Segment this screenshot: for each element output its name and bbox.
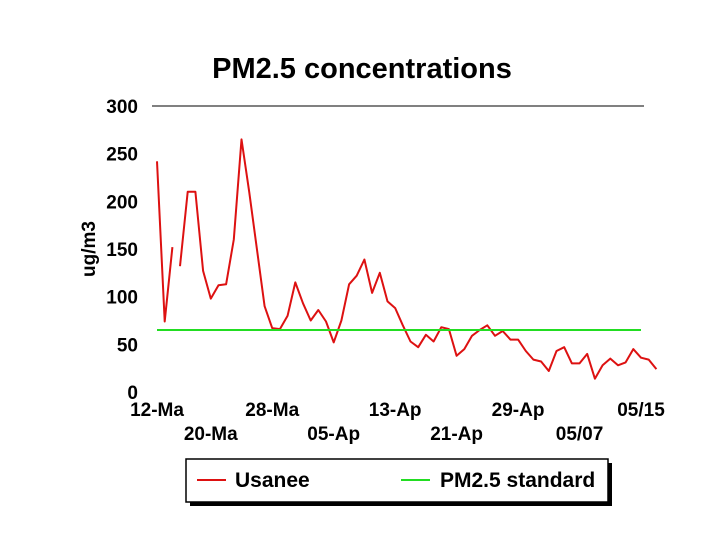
legend: Usanee PM2.5 standard xyxy=(185,458,612,506)
x-tick-label: 05/15 xyxy=(617,400,665,421)
series-line-usanee xyxy=(179,138,658,380)
y-tick-label: 300 xyxy=(106,97,138,118)
x-tick-label: 05-Ap xyxy=(307,424,360,445)
x-tick-label: 28-Ma xyxy=(245,400,299,421)
y-tick-label: 50 xyxy=(117,335,138,356)
legend-box-shadow-bottom xyxy=(190,502,612,506)
y-axis-label: ug/m3 xyxy=(79,221,100,277)
legend-label-pm25-standard: PM2.5 standard xyxy=(440,469,595,492)
y-tick-label: 0 xyxy=(127,383,138,404)
x-tick-label: 05/07 xyxy=(556,424,604,445)
y-tick-label: 250 xyxy=(106,145,138,166)
series-line-usanee xyxy=(156,161,174,323)
x-tick-label: 21-Ap xyxy=(430,424,483,445)
legend-box-shadow xyxy=(608,463,612,506)
x-tick-label: 20-Ma xyxy=(184,424,238,445)
x-tick-label: 12-Ma xyxy=(130,400,184,421)
y-tick-label: 200 xyxy=(106,192,138,213)
chart-title: PM2.5 concentrations xyxy=(212,53,512,85)
y-tick-label: 100 xyxy=(106,288,138,309)
x-tick-label: 13-Ap xyxy=(369,400,422,421)
legend-label-usanee: Usanee xyxy=(235,469,310,492)
x-tick-label: 29-Ap xyxy=(492,400,545,421)
y-tick-label: 150 xyxy=(106,240,138,261)
legend-box xyxy=(185,458,609,503)
